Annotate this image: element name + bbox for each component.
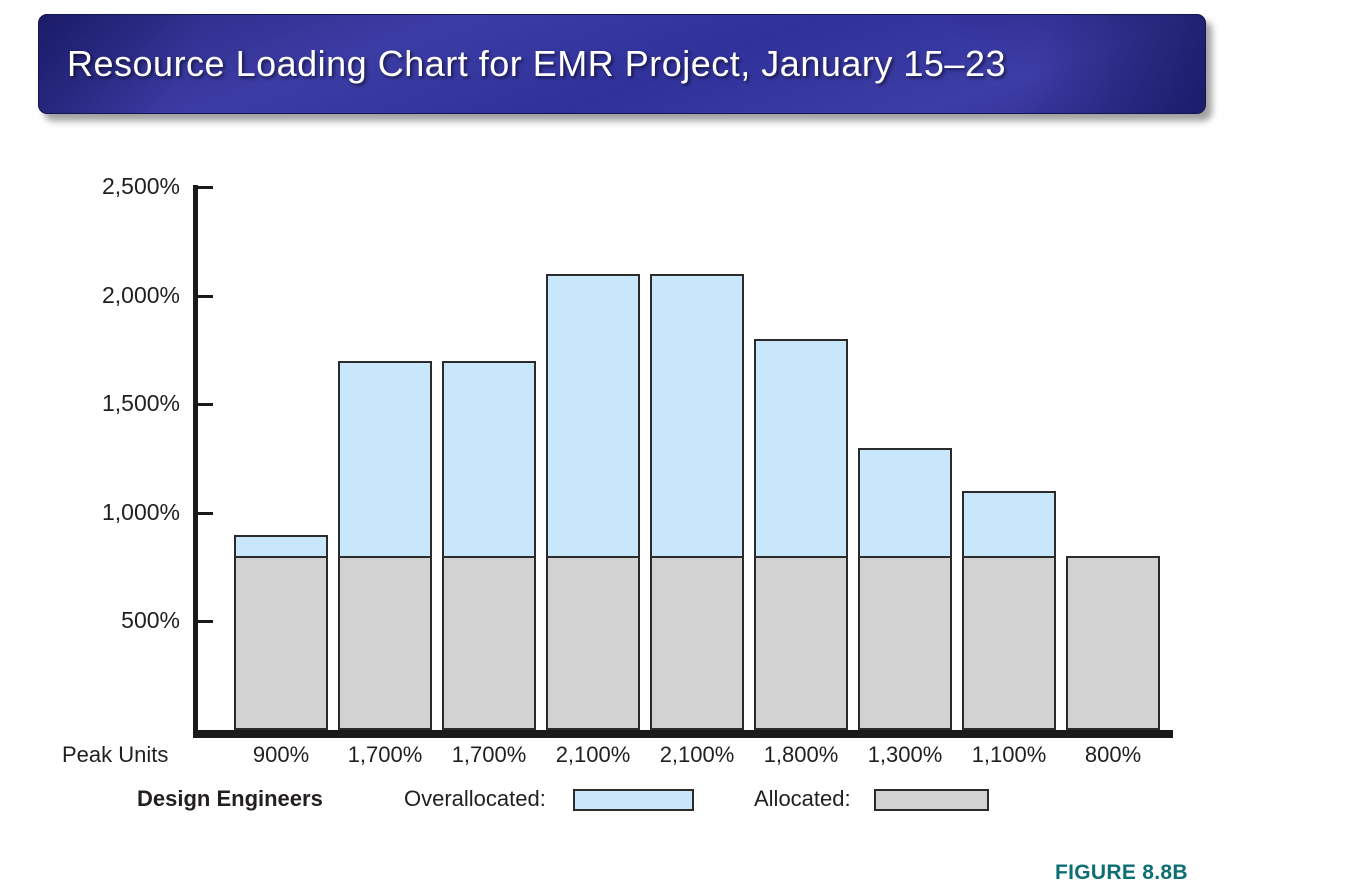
x-tick-label: 1,700% (347, 742, 423, 767)
bar (442, 360, 536, 730)
y-tick (198, 186, 213, 189)
legend-group-label: Design Engineers (137, 786, 323, 811)
x-tick-label: 2,100% (659, 742, 735, 767)
x-tick-label: 2,100% (555, 742, 631, 767)
bar (1066, 556, 1160, 730)
x-tick-label: 900% (252, 742, 310, 767)
bar-overallocated-segment (340, 362, 430, 559)
y-axis-line (193, 185, 198, 730)
bar (546, 273, 640, 730)
chart-title-banner: Resource Loading Chart for EMR Project, … (38, 14, 1206, 114)
x-tick-label: 1,300% (867, 742, 943, 767)
x-tick-label: 1,800% (763, 742, 839, 767)
legend-allocated-swatch (874, 789, 989, 811)
y-tick (198, 620, 213, 624)
x-axis-label-peak-units: Peak Units (62, 742, 169, 767)
y-tick-label: 500% (121, 607, 180, 634)
bar (858, 447, 952, 730)
y-tick-label: 1,000% (101, 498, 180, 525)
bar-overallocated-segment (756, 341, 846, 559)
legend-allocated-label: Allocated: (754, 786, 851, 811)
legend-overallocated-label: Overallocated: (404, 786, 546, 811)
x-tick-label: 800% (1084, 742, 1142, 767)
bar (754, 339, 848, 730)
x-tick-label: 1,700% (451, 742, 527, 767)
bar (650, 273, 744, 730)
y-tick (198, 511, 213, 515)
y-tick (198, 294, 213, 298)
x-axis-baseline (193, 730, 1173, 738)
bar-overallocated-segment (860, 449, 950, 559)
bar-overallocated-segment (444, 362, 534, 559)
y-tick-label: 2,000% (101, 281, 180, 308)
y-tick-label: 1,500% (101, 390, 180, 417)
bar-overallocated-segment (652, 275, 742, 559)
bar (338, 360, 432, 730)
y-tick-label: 2,500% (101, 173, 180, 199)
legend-overallocated-swatch (573, 789, 694, 811)
bar (962, 491, 1056, 730)
bar-overallocated-segment (548, 275, 638, 559)
bar-overallocated-segment (236, 536, 326, 559)
x-tick-label: 1,100% (971, 742, 1047, 767)
y-tick (198, 403, 213, 407)
figure-caption: FIGURE 8.8B (1055, 861, 1188, 884)
chart-title: Resource Loading Chart for EMR Project, … (67, 43, 1006, 84)
bar (234, 534, 328, 730)
bar-overallocated-segment (964, 493, 1054, 559)
chart-legend: Design Engineers Overallocated: Allocate… (0, 786, 1371, 816)
